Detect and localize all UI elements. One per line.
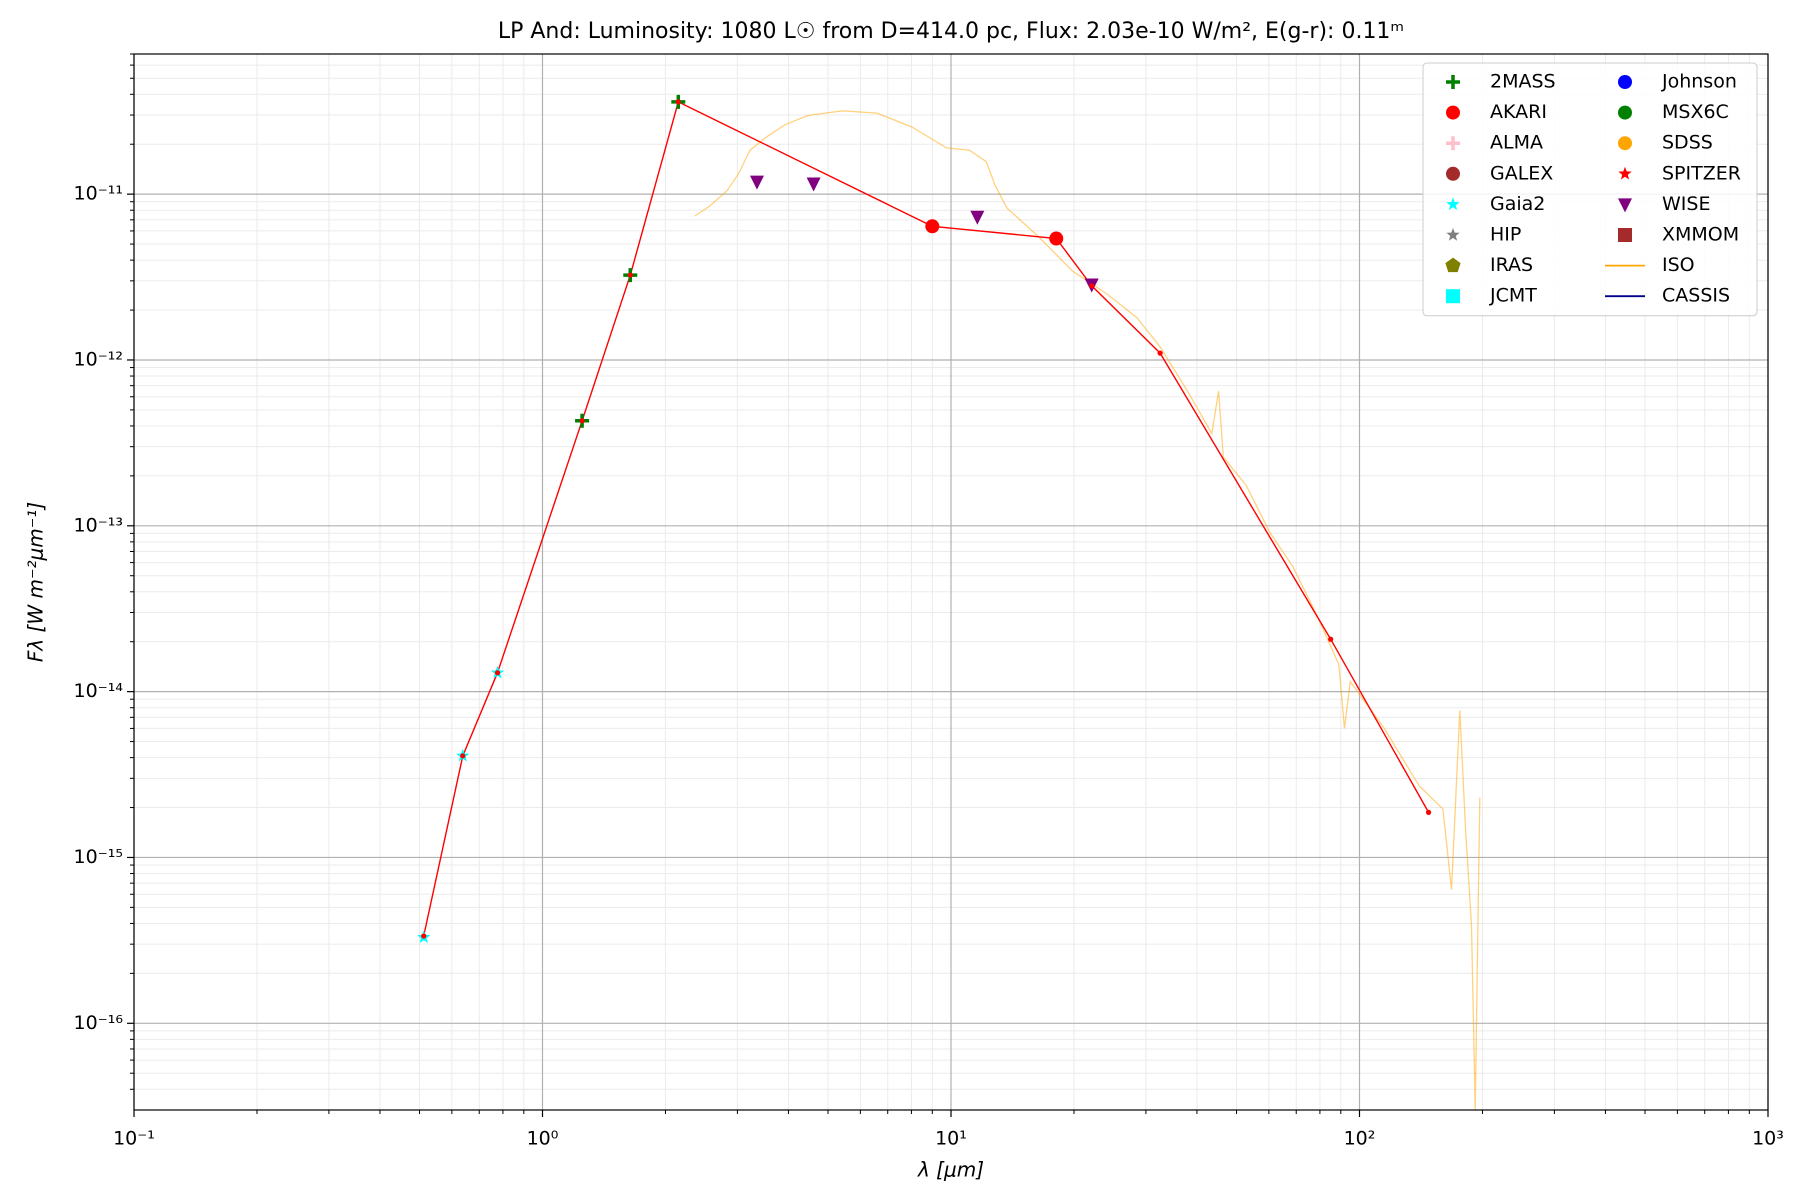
legend-label: IRAS <box>1490 254 1533 276</box>
legend-label: HIP <box>1490 224 1521 246</box>
marker-pentagon <box>1445 257 1461 273</box>
ticks: 10⁻¹ 10⁰ 10¹ 10² 10³ 10⁻¹⁶ 10⁻¹⁵ 10⁻¹⁴ 10⁻¹³ 10⁻¹… <box>74 53 1784 1150</box>
marker-star <box>1446 228 1460 241</box>
sed-line <box>423 100 1430 937</box>
x-tick-label: 10¹ <box>935 1128 967 1150</box>
y-tick-label: 10⁻¹⁶ <box>74 1012 123 1034</box>
marker-plus <box>1446 75 1460 89</box>
legend-label: AKARI <box>1490 101 1547 123</box>
marker-circle <box>1618 136 1632 151</box>
marker-dot <box>675 99 681 105</box>
legend-label: SDSS <box>1662 132 1713 154</box>
marker-dot <box>1053 235 1059 242</box>
plot-area <box>417 94 1481 1110</box>
legend-box <box>1422 62 1758 317</box>
marker-dot <box>460 753 466 759</box>
marker-dot <box>494 670 501 676</box>
y-tick-label: 10⁻¹³ <box>74 514 123 536</box>
legend-label: ALMA <box>1490 132 1543 154</box>
marker-dot <box>579 418 585 424</box>
spectrum-line <box>694 110 1481 1110</box>
y-tick-label: 10⁻¹⁴ <box>74 680 124 702</box>
marker-circle <box>1446 105 1460 120</box>
marker-square <box>1446 289 1460 304</box>
marker-plus <box>1446 136 1460 151</box>
marker-circle <box>1446 166 1460 181</box>
marker-square <box>1618 228 1632 242</box>
legend: 2MASS AKARI ALMA GALEX Gaia2 HIP IRAS JCMT Johns… <box>1422 62 1758 317</box>
marker-triangle <box>749 175 764 190</box>
legend-label: MSX6C <box>1662 101 1729 123</box>
marker-triangle <box>1618 198 1632 213</box>
y-tick-label: 10⁻¹⁵ <box>74 846 123 868</box>
x-axis-label: λ [μm] <box>917 1158 984 1182</box>
y-axis-label: Fλ [W m⁻²μm⁻¹] <box>24 502 48 662</box>
legend-label: 2MASS <box>1490 71 1556 93</box>
marker-triangle <box>806 177 821 192</box>
x-tick-label: 10² <box>1344 1128 1376 1150</box>
marker-triangle <box>970 210 985 225</box>
x-tick-label: 10⁰ <box>527 1128 559 1150</box>
marker-dot <box>627 272 633 278</box>
legend-label: SPITZER <box>1662 162 1741 184</box>
marker-star <box>1446 197 1460 211</box>
legend-label: XMMOM <box>1662 224 1739 246</box>
legend-label: Gaia2 <box>1490 193 1545 215</box>
legend-label: JCMT <box>1489 285 1537 307</box>
legend-label: WISE <box>1662 193 1710 215</box>
marker-star <box>1618 166 1632 180</box>
marker-circle <box>1618 105 1632 120</box>
y-tick-label: 10⁻¹¹ <box>74 183 123 205</box>
x-tick-label: 10³ <box>1752 1128 1784 1150</box>
marker-circle <box>1618 75 1632 89</box>
x-tick-label: 10⁻¹ <box>113 1128 155 1150</box>
y-tick-label: 10⁻¹² <box>74 348 123 370</box>
marker-dot <box>1157 350 1163 356</box>
legend-label: ISO <box>1662 254 1695 276</box>
marker-dot <box>929 223 935 229</box>
legend-label: GALEX <box>1490 162 1553 184</box>
chart-title: LP And: Luminosity: 1080 L☉ from D=414.0… <box>498 19 1404 44</box>
legend-label: CASSIS <box>1662 285 1730 307</box>
marker-dot <box>421 933 427 939</box>
marker-dot <box>1089 283 1095 289</box>
marker-dot <box>1328 636 1334 642</box>
legend-label: Johnson <box>1661 71 1737 93</box>
marker-dot <box>1425 809 1432 815</box>
